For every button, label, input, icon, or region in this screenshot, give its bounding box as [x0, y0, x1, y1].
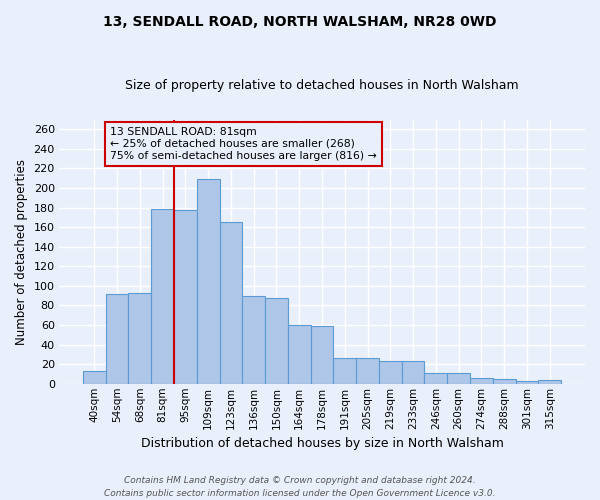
Bar: [379, 362, 401, 384]
Bar: [106, 294, 128, 384]
Bar: [242, 296, 265, 384]
Bar: [493, 379, 515, 384]
Bar: [334, 358, 356, 384]
Bar: [83, 371, 106, 384]
Bar: [151, 208, 174, 384]
Bar: [265, 298, 288, 384]
Text: 13 SENDALL ROAD: 81sqm
← 25% of detached houses are smaller (268)
75% of semi-de: 13 SENDALL ROAD: 81sqm ← 25% of detached…: [110, 128, 377, 160]
Bar: [447, 373, 470, 384]
Bar: [128, 293, 151, 384]
Bar: [424, 373, 447, 384]
Text: 13, SENDALL ROAD, NORTH WALSHAM, NR28 0WD: 13, SENDALL ROAD, NORTH WALSHAM, NR28 0W…: [103, 15, 497, 29]
Bar: [174, 210, 197, 384]
Bar: [538, 380, 561, 384]
Bar: [470, 378, 493, 384]
Y-axis label: Number of detached properties: Number of detached properties: [15, 158, 28, 344]
X-axis label: Distribution of detached houses by size in North Walsham: Distribution of detached houses by size …: [140, 437, 503, 450]
Bar: [401, 362, 424, 384]
Bar: [197, 179, 220, 384]
Bar: [288, 325, 311, 384]
Bar: [311, 326, 334, 384]
Bar: [356, 358, 379, 384]
Bar: [220, 222, 242, 384]
Bar: [515, 381, 538, 384]
Title: Size of property relative to detached houses in North Walsham: Size of property relative to detached ho…: [125, 79, 519, 92]
Text: Contains HM Land Registry data © Crown copyright and database right 2024.
Contai: Contains HM Land Registry data © Crown c…: [104, 476, 496, 498]
